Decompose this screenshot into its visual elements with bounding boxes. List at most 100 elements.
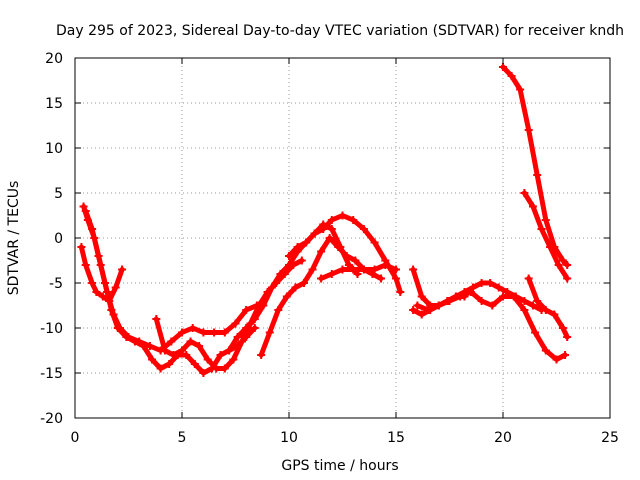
y-tick-label: -20 [40,411,63,427]
data-point [520,306,529,314]
data-point [148,355,157,364]
data-point [178,328,186,337]
data-point [349,216,358,224]
data-point [325,234,334,242]
series-trace-8 [317,261,400,283]
y-tick-label: -15 [40,366,63,382]
data-point [533,297,542,305]
data-point [563,274,572,283]
data-point [302,238,311,247]
data-point [182,351,191,359]
data-point [520,189,529,197]
data-point [195,342,204,350]
data-point [550,310,559,319]
data-point [152,315,161,323]
data-point [338,265,347,274]
data-point [319,225,328,233]
data-point [81,261,90,269]
data-point [199,328,208,337]
data-point [105,297,114,305]
y-tick-label: 0 [54,231,63,247]
data-point [546,243,555,251]
series-line [81,204,260,353]
chart-title: Day 295 of 2023, Sidereal Day-to-day VTE… [56,23,624,39]
series-trace-1 [79,202,261,355]
series-line [521,190,570,281]
data-point [293,243,302,251]
data-point [413,301,422,310]
data-point [237,337,246,346]
data-point [434,301,443,310]
data-point [139,342,148,350]
data-point [188,324,197,332]
data-point [396,288,405,296]
data-point [563,333,572,341]
data-point [424,306,433,314]
data-point [558,324,567,332]
data-series [77,63,572,377]
data-point [156,364,165,373]
data-point [178,346,186,355]
data-point [190,360,199,368]
data-point [216,351,225,359]
y-axis-label: SDTVAR / TECUs [6,181,22,296]
data-point [338,211,347,220]
data-point [299,279,308,287]
data-point [169,351,178,359]
data-point [210,328,219,337]
data-point [392,265,400,274]
data-point [276,270,285,278]
data-point [327,225,336,233]
y-tick-label: -5 [49,276,63,292]
data-point [165,360,174,368]
data-point [477,297,486,305]
data-point [310,229,319,238]
series-line [258,235,384,358]
data-point [349,265,358,274]
data-point [100,279,109,287]
x-tick-label: 25 [601,430,619,446]
data-point [499,292,507,301]
data-point [561,351,570,359]
data-point [460,292,469,301]
data-point [130,337,139,346]
data-point [477,279,486,287]
x-tick-label: 20 [494,430,512,446]
data-point [336,243,345,251]
data-point [291,283,300,292]
series-trace-5 [257,234,386,359]
data-point [229,355,238,364]
data-point [77,243,86,251]
y-axis-ticks: 20 15 10 5 0 -5 -10 -15 -20 [40,51,610,427]
data-point [417,292,426,301]
data-point [370,238,379,247]
data-point [370,265,379,274]
data-point [203,355,212,364]
data-point [167,337,176,346]
data-point [327,270,336,278]
data-point [111,283,120,292]
data-point [486,279,495,287]
data-point [265,328,274,337]
data-point [285,261,293,269]
data-point [199,369,208,377]
series-trace-7 [285,211,405,296]
x-tick-label: 10 [280,430,298,446]
data-point [220,364,229,373]
data-point [541,216,550,224]
y-tick-label: -10 [40,321,63,337]
data-point [469,283,478,292]
data-point [92,288,101,296]
y-tick-label: 15 [45,96,63,112]
data-point [552,355,561,364]
data-point [563,261,572,269]
series-line [83,208,258,376]
data-point [259,301,268,310]
data-point [107,306,116,314]
data-point [118,265,127,274]
y-tick-label: 20 [45,51,63,67]
data-point [297,256,306,265]
data-point [212,364,221,373]
data-point [220,328,229,337]
data-point [516,85,525,94]
